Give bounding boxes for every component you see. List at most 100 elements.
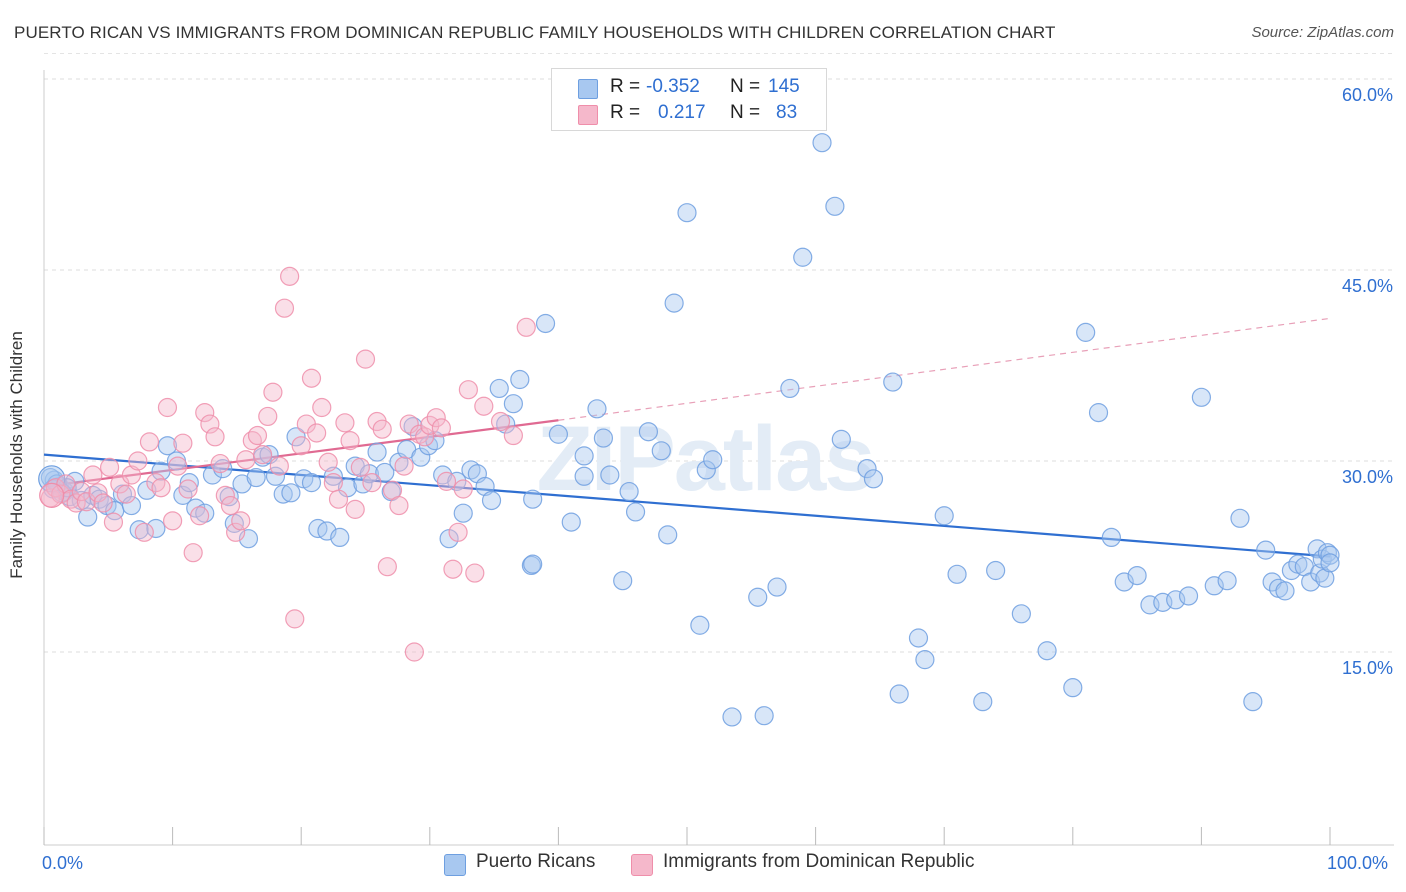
data-point: [179, 473, 199, 493]
data-point: [377, 557, 397, 577]
data-point: [651, 441, 671, 461]
data-point: [1063, 678, 1083, 698]
data-point: [335, 413, 355, 433]
y-tick-label: 15.0%: [1341, 658, 1393, 678]
y-tick-label: 30.0%: [1341, 467, 1393, 487]
data-point: [246, 467, 266, 488]
data-point: [1315, 568, 1335, 588]
data-point: [265, 466, 286, 486]
data-point: [1166, 590, 1186, 610]
n-label: N =: [730, 76, 761, 97]
data-point: [1037, 641, 1057, 661]
data-point: [793, 247, 813, 267]
data-point: [355, 349, 376, 369]
data-point: [1127, 565, 1147, 586]
data-point: [863, 469, 884, 489]
data-point: [394, 456, 414, 476]
data-point: [947, 564, 967, 584]
data-point: [696, 460, 716, 480]
data-point: [411, 447, 431, 467]
data-point: [367, 442, 387, 462]
data-point: [831, 429, 851, 449]
data-point: [690, 615, 710, 635]
data-point: [318, 452, 338, 472]
trend-line-extension: [558, 317, 1331, 421]
data-point: [286, 427, 306, 447]
data-point: [767, 577, 787, 597]
x-max-label: 100.0%: [1327, 853, 1389, 873]
data-point: [404, 642, 424, 662]
r-value: -0.352: [646, 76, 700, 97]
data-point: [613, 571, 633, 591]
data-point: [328, 489, 349, 509]
data-point: [116, 484, 136, 504]
data-point: [128, 451, 148, 471]
data-point: [146, 473, 166, 493]
data-point: [535, 313, 556, 334]
data-point: [372, 419, 392, 439]
data-point: [1191, 387, 1212, 407]
data-point: [285, 609, 305, 629]
data-point: [523, 554, 543, 574]
data-point: [754, 706, 774, 726]
data-point: [1101, 527, 1121, 548]
data-point: [330, 527, 350, 548]
data-point: [1204, 576, 1224, 596]
trend-line: [43, 419, 559, 488]
series-legend: Puerto Ricans Immigrants from Dominican …: [0, 851, 1406, 877]
data-point: [215, 485, 235, 505]
data-point: [489, 378, 509, 399]
data-point: [415, 427, 435, 447]
data-point: [465, 563, 485, 583]
data-point: [973, 692, 993, 712]
data-point: [1243, 692, 1263, 712]
data-point: [638, 422, 659, 442]
data-point: [78, 507, 98, 527]
data-point: [281, 483, 301, 503]
trend-lines: [43, 317, 1331, 558]
source-credit: Source: ZipAtlas.com: [1251, 24, 1394, 41]
data-point: [510, 369, 530, 390]
data-point: [350, 457, 370, 477]
data-point: [677, 203, 697, 223]
chart-title: PUERTO RICAN VS IMMIGRANTS FROM DOMINICA…: [14, 23, 1056, 42]
data-point: [190, 506, 210, 526]
data-point: [273, 484, 293, 504]
data-point: [178, 479, 198, 499]
data-point: [269, 456, 289, 476]
data-point: [503, 394, 523, 414]
data-point: [658, 525, 678, 545]
data-point: [420, 415, 440, 435]
gridlines: [44, 53, 1394, 653]
data-point: [986, 560, 1006, 581]
data-point: [129, 520, 149, 540]
data-point: [157, 397, 178, 418]
data-point: [561, 512, 581, 532]
n-value: 83: [776, 102, 798, 123]
legend-swatch-pink: [631, 854, 653, 876]
data-point: [291, 436, 311, 456]
legend-label: Immigrants from Dominican Republic: [663, 851, 975, 872]
data-point: [121, 465, 142, 485]
data-point: [274, 298, 295, 318]
data-point: [426, 408, 446, 428]
data-point: [453, 503, 473, 523]
data-point: [389, 495, 409, 516]
data-point: [548, 424, 569, 444]
data-point: [1320, 545, 1340, 565]
data-point: [83, 465, 103, 485]
data-point: [475, 476, 495, 497]
data-point: [301, 473, 322, 493]
data-point: [253, 445, 273, 465]
data-point: [908, 628, 929, 648]
data-point: [340, 431, 360, 451]
data-point: [1217, 571, 1237, 591]
data-point: [496, 414, 516, 434]
data-point: [934, 506, 954, 526]
series-dominican-republic: [39, 266, 536, 662]
data-point: [521, 555, 541, 576]
data-point: [889, 684, 909, 704]
data-point: [1011, 604, 1031, 624]
data-point: [163, 511, 183, 531]
data-point: [1275, 581, 1295, 601]
